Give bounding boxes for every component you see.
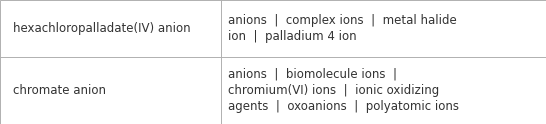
Text: anions  |  complex ions  |  metal halide: anions | complex ions | metal halide — [228, 14, 456, 27]
Text: chromium(VI) ions  |  ionic oxidizing: chromium(VI) ions | ionic oxidizing — [228, 84, 439, 97]
Text: agents  |  oxoanions  |  polyatomic ions: agents | oxoanions | polyatomic ions — [228, 100, 459, 113]
Text: ion  |  palladium 4 ion: ion | palladium 4 ion — [228, 30, 357, 43]
Text: anions  |  biomolecule ions  |: anions | biomolecule ions | — [228, 68, 397, 81]
Text: hexachloropalladate(IV) anion: hexachloropalladate(IV) anion — [13, 22, 191, 35]
Text: chromate anion: chromate anion — [13, 84, 106, 97]
